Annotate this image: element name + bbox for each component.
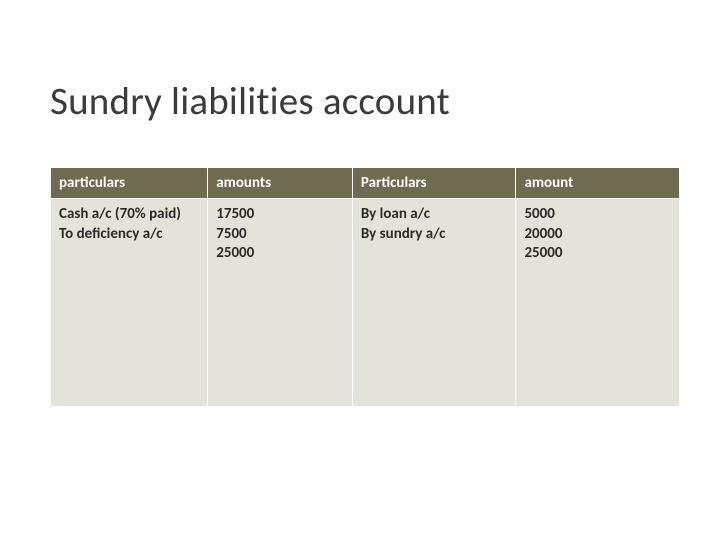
cell-particulars-right: By loan a/cBy sundry a/c <box>352 199 516 407</box>
col-header-amount-right: amount <box>516 168 680 199</box>
col-header-amounts-left: amounts <box>208 168 353 199</box>
cell-particulars-left: Cash a/c (70% paid)To deficiency a/c <box>51 199 208 407</box>
col-header-particulars-right: Particulars <box>352 168 516 199</box>
table-header-row: particulars amounts Particulars amount <box>51 168 680 199</box>
ledger-table: particulars amounts Particulars amount C… <box>50 167 680 407</box>
cell-amounts-left: 17500750025000 <box>208 199 353 407</box>
cell-amount-right: 50002000025000 <box>516 199 680 407</box>
col-header-particulars-left: particulars <box>51 168 208 199</box>
page-title: Sundry liabilities account <box>50 78 680 125</box>
slide: Sundry liabilities account particulars a… <box>0 0 720 540</box>
table-row: Cash a/c (70% paid)To deficiency a/c 175… <box>51 199 680 407</box>
